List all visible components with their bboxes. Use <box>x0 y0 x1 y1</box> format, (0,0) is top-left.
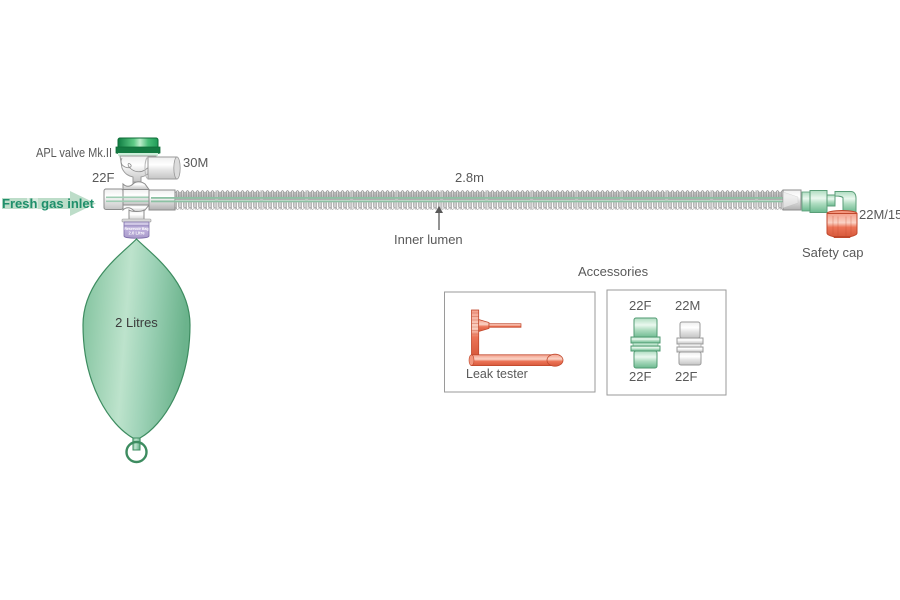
svg-text:Accessories: Accessories <box>578 264 649 279</box>
svg-text:Safety cap: Safety cap <box>802 245 863 260</box>
svg-text:2 Litres: 2 Litres <box>115 315 158 330</box>
svg-text:Leak tester: Leak tester <box>466 367 528 381</box>
svg-text:22F: 22F <box>92 170 114 185</box>
svg-text:APL valve Mk.II: APL valve Mk.II <box>36 145 112 160</box>
svg-text:2.8m: 2.8m <box>455 170 484 185</box>
svg-text:22F: 22F <box>629 369 651 384</box>
svg-text:Inner lumen: Inner lumen <box>394 232 463 247</box>
svg-text:Fresh gas inlet: Fresh gas inlet <box>2 196 95 211</box>
svg-text:30M: 30M <box>183 155 208 170</box>
svg-text:22F: 22F <box>675 369 697 384</box>
svg-text:22M/15F: 22M/15F <box>859 207 900 222</box>
svg-text:22M: 22M <box>675 298 700 313</box>
svg-text:22F: 22F <box>629 298 651 313</box>
svg-text:2.0 Litre: 2.0 Litre <box>128 231 145 236</box>
